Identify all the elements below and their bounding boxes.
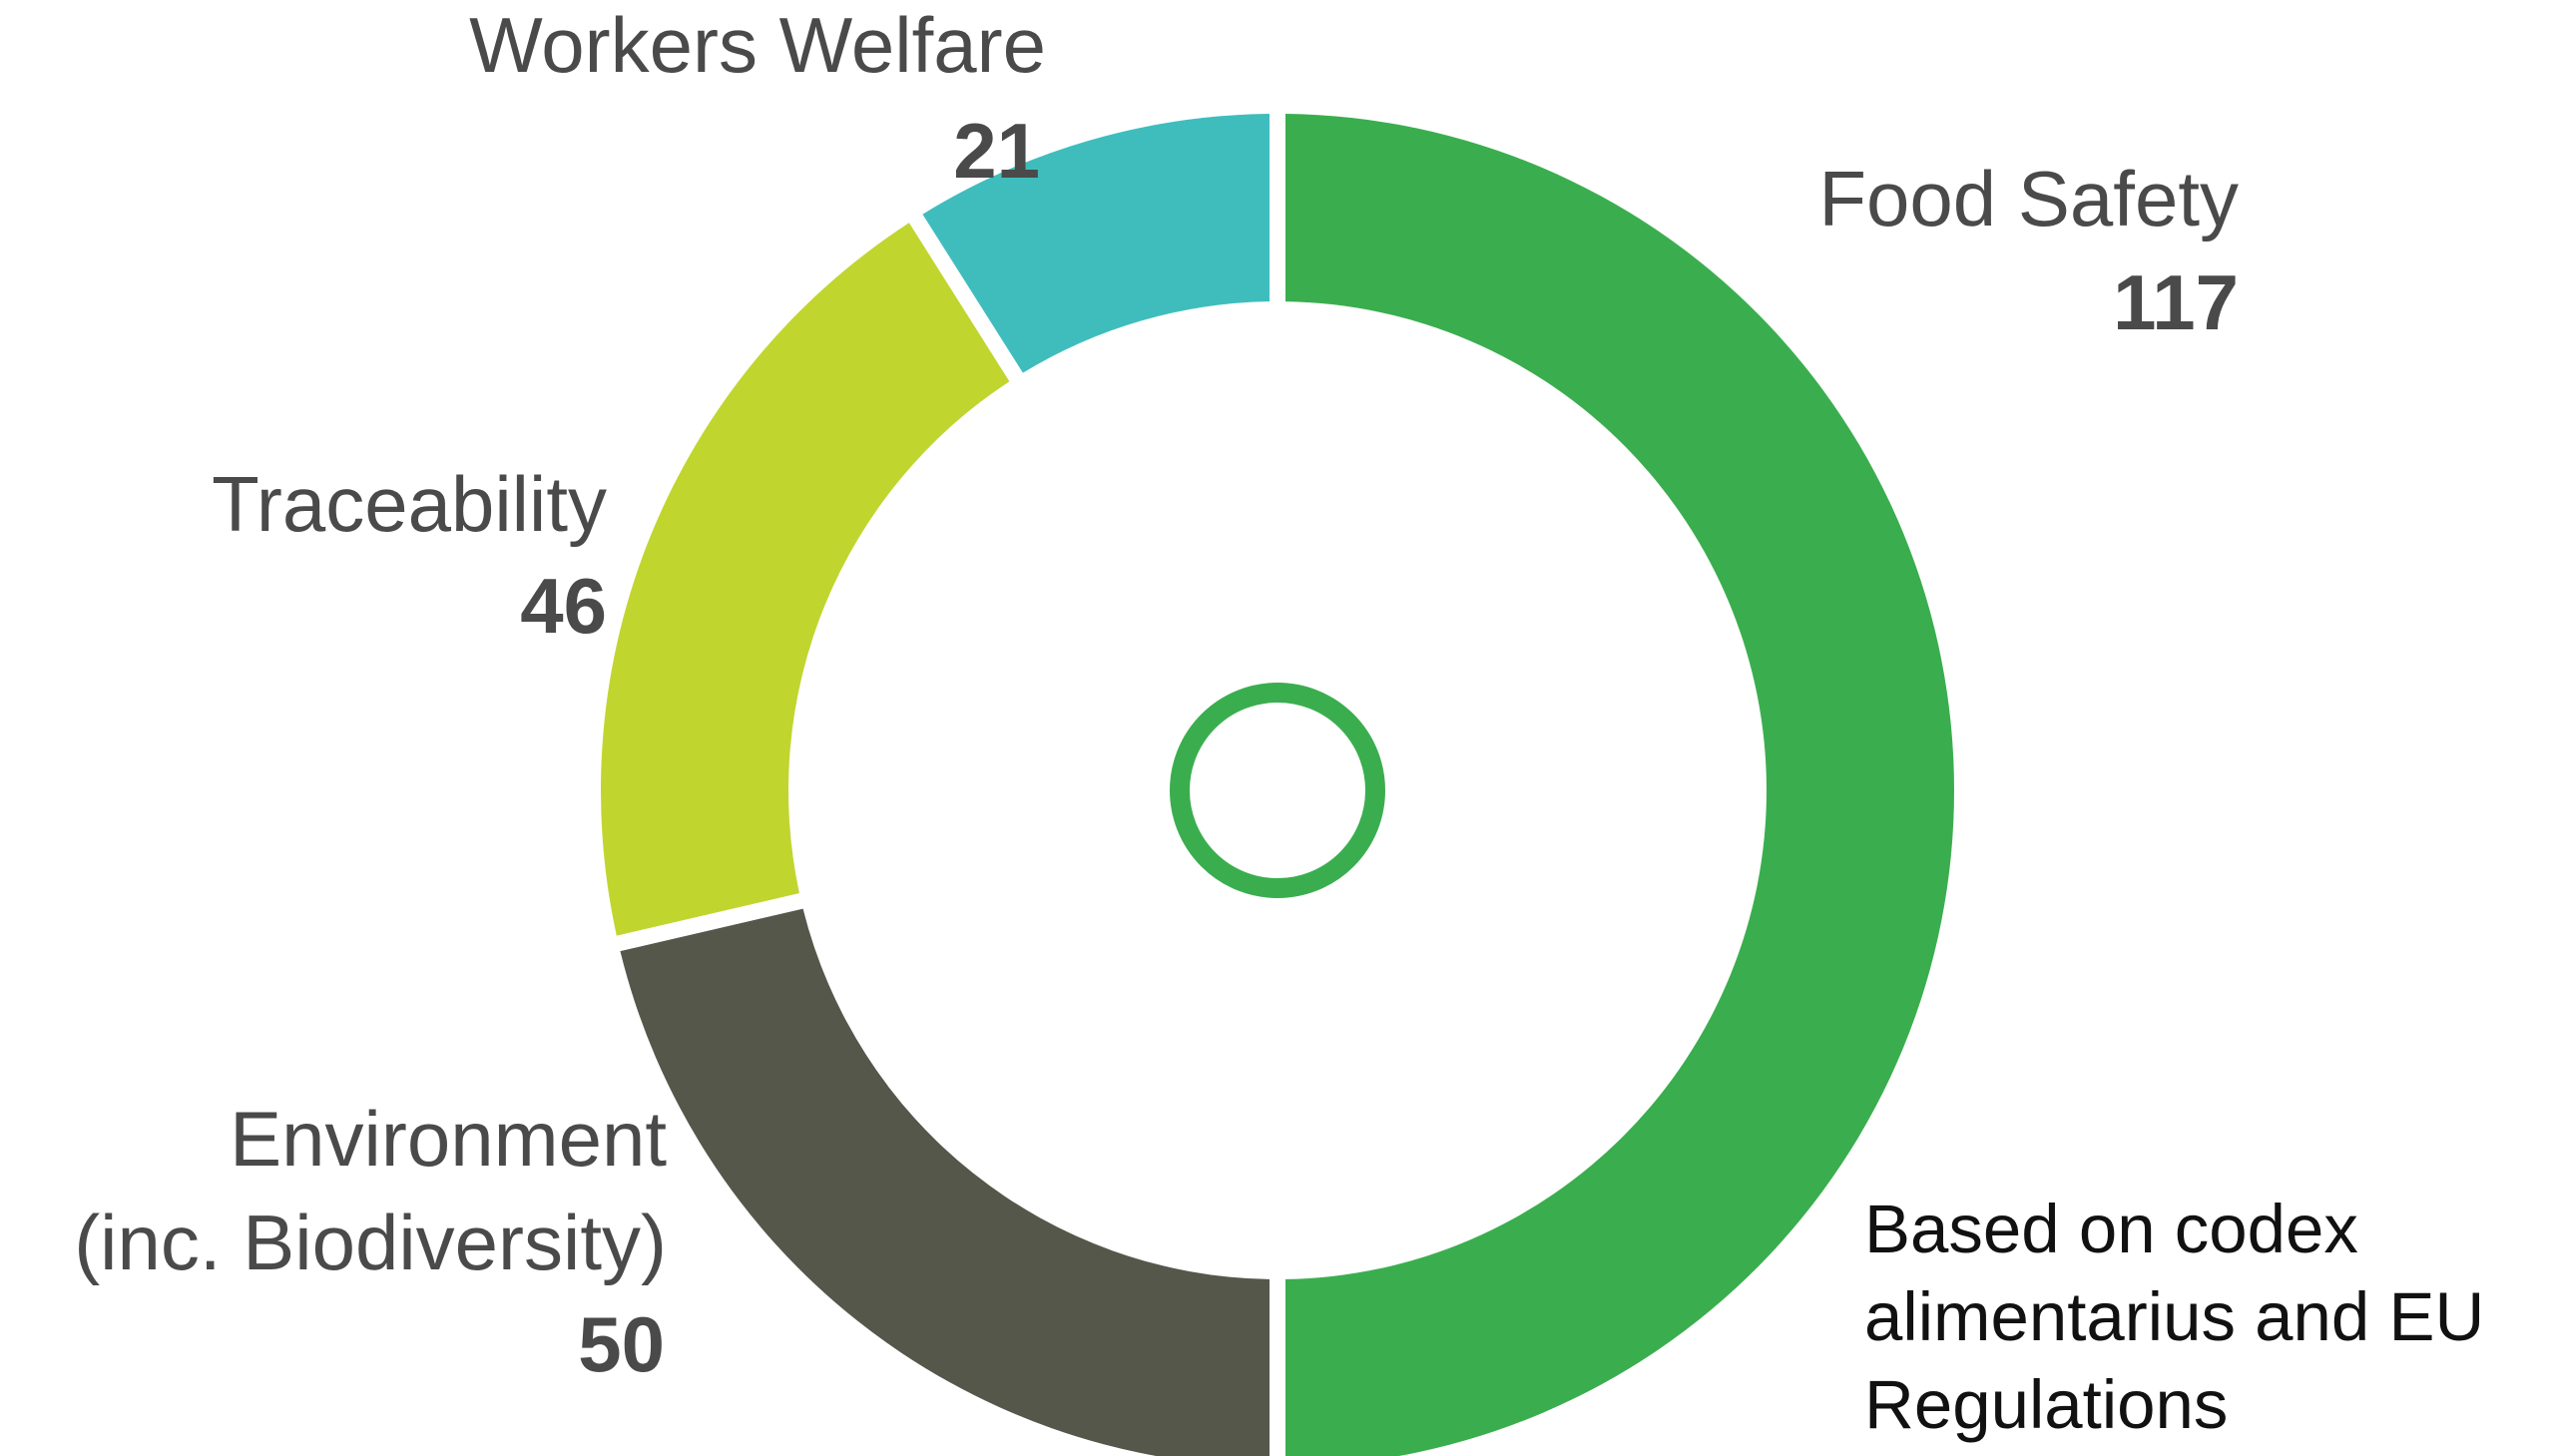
slice-value-workers-welfare: 21 — [953, 107, 1040, 195]
label-workers-welfare: Workers Welfare 21 — [469, 1, 1046, 195]
label-traceability: Traceability 46 — [212, 460, 607, 650]
donut-slice-environment — [620, 908, 1270, 1456]
donut-slice-food-safety — [1285, 114, 1954, 1456]
donut-slice-traceability — [600, 223, 1010, 936]
slice-label-food-safety: Food Safety — [1818, 155, 2239, 243]
source-note-line-1: Based on codex — [1864, 1191, 2358, 1267]
slice-label-workers-welfare: Workers Welfare — [469, 1, 1046, 89]
label-environment: Environment (inc. Biodiversity) 50 — [74, 1095, 667, 1388]
source-note-line-3: Regulations — [1864, 1366, 2229, 1443]
slice-label-environment: Environment — [230, 1095, 667, 1183]
slice-label-environment-line2: (inc. Biodiversity) — [74, 1199, 667, 1286]
source-note: Based on codex alimentarius and EU Regul… — [1864, 1186, 2543, 1449]
center-ring-icon — [1170, 683, 1385, 898]
slice-value-food-safety: 117 — [2113, 258, 2239, 346]
slice-label-traceability: Traceability — [212, 460, 607, 548]
source-note-line-2: alimentarius and EU — [1864, 1278, 2485, 1355]
slice-value-environment: 50 — [578, 1300, 665, 1388]
slice-value-traceability: 46 — [520, 562, 607, 650]
donut-slices — [600, 114, 1954, 1456]
label-food-safety: Food Safety 117 — [1818, 155, 2239, 346]
donut-slice-workers-welfare — [922, 114, 1271, 373]
